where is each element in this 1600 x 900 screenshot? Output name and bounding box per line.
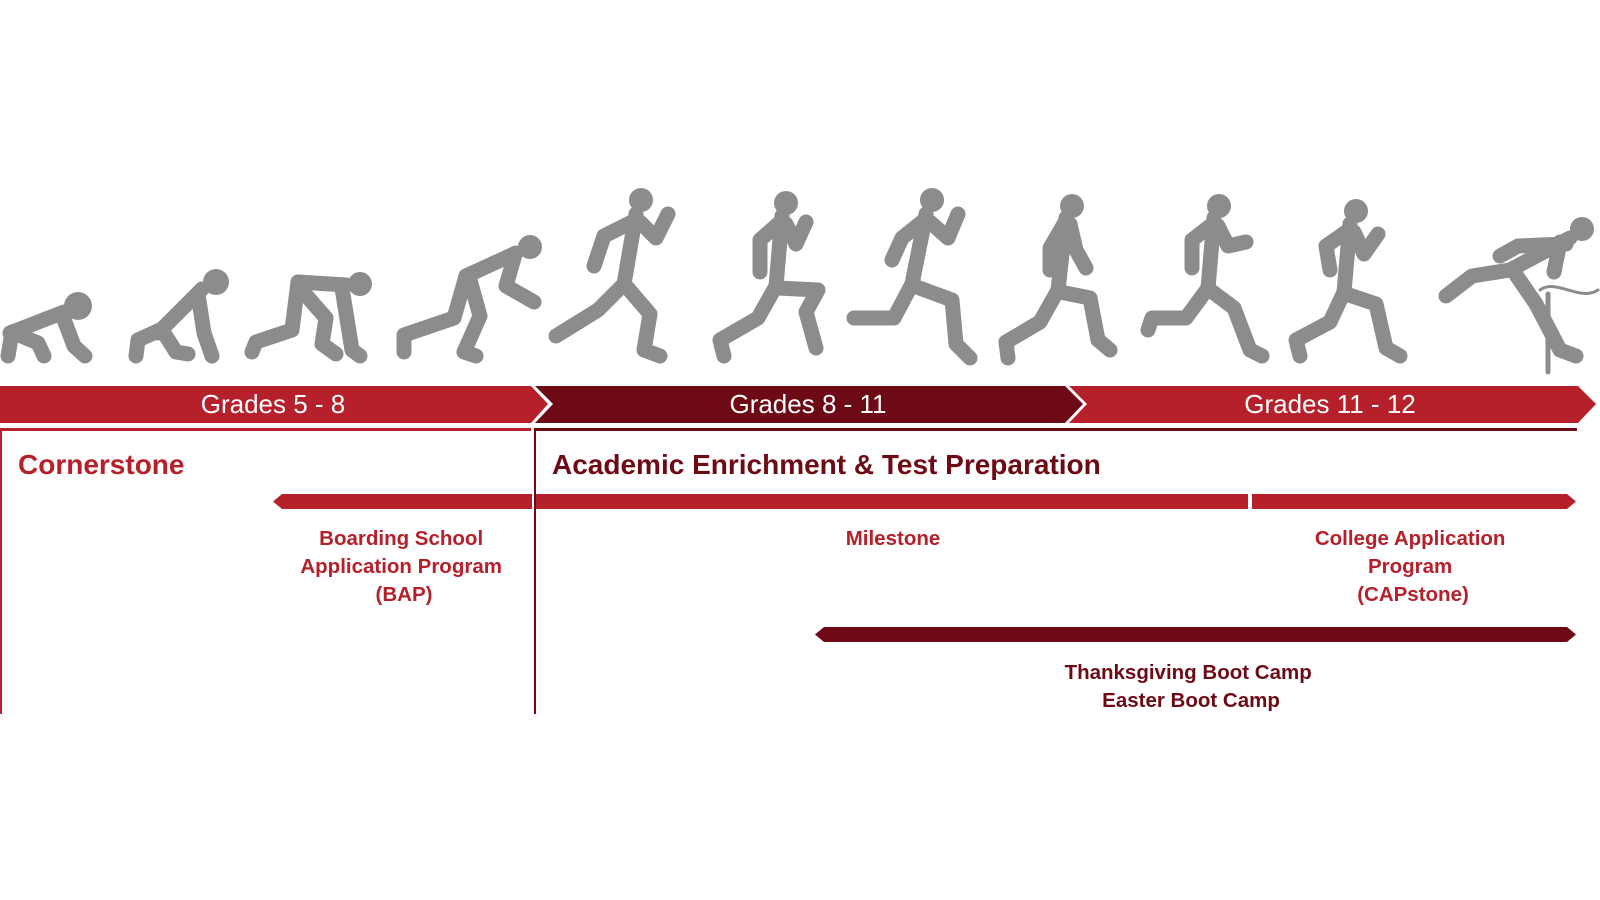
grade-bar-5-8: Grades 5 - 8 — [0, 386, 548, 423]
capstone-bar — [1252, 494, 1576, 509]
runner-silhouette-icon — [548, 188, 676, 364]
grade-label-11-12: Grades 11 - 12 — [1244, 389, 1416, 419]
grade-label-5-8: Grades 5 - 8 — [201, 389, 346, 419]
bap-label: Boarding School Application Program (BAP… — [300, 527, 507, 606]
finish-tape-icon — [1538, 285, 1600, 375]
runner-silhouette-icon — [846, 188, 978, 366]
runner-silhouette-icon — [128, 269, 229, 364]
milestone-label: Milestone — [846, 527, 941, 550]
runner-figures — [0, 188, 1600, 375]
academic-title: Academic Enrichment & Test Preparation — [552, 449, 1101, 480]
bootcamp-label: Thanksgiving Boot Camp Easter Boot Camp — [1065, 661, 1318, 712]
runner-silhouette-icon — [1140, 194, 1270, 364]
academic-divider — [534, 428, 536, 714]
runner-silhouette-icon — [1288, 199, 1408, 364]
grade-bar-8-11: Grades 8 - 11 — [535, 386, 1083, 423]
underline-rule — [0, 428, 531, 431]
grade-bars: Grades 5 - 8 Grades 8 - 11 Grades 11 - 1… — [0, 386, 1596, 431]
runner-silhouette-icon — [244, 272, 372, 364]
cornerstone-title: Cornerstone — [18, 449, 184, 480]
grade-bar-11-12: Grades 11 - 12 — [1069, 386, 1596, 423]
underline-rule — [536, 428, 1577, 431]
runner-silhouette-icon — [1438, 217, 1594, 364]
runner-silhouette-icon — [396, 235, 542, 364]
runner-silhouette-icon — [0, 292, 93, 364]
runner-silhouette-icon — [712, 191, 826, 364]
capstone-label: College Application Program (CAPstone) — [1315, 527, 1511, 606]
cornerstone-divider — [0, 428, 2, 714]
milestone-bar — [536, 494, 1248, 509]
bootcamp-bar — [815, 627, 1576, 642]
grade-label-8-11: Grades 8 - 11 — [729, 389, 886, 419]
bap-bar — [273, 494, 532, 509]
runner-silhouette-icon — [998, 194, 1118, 366]
